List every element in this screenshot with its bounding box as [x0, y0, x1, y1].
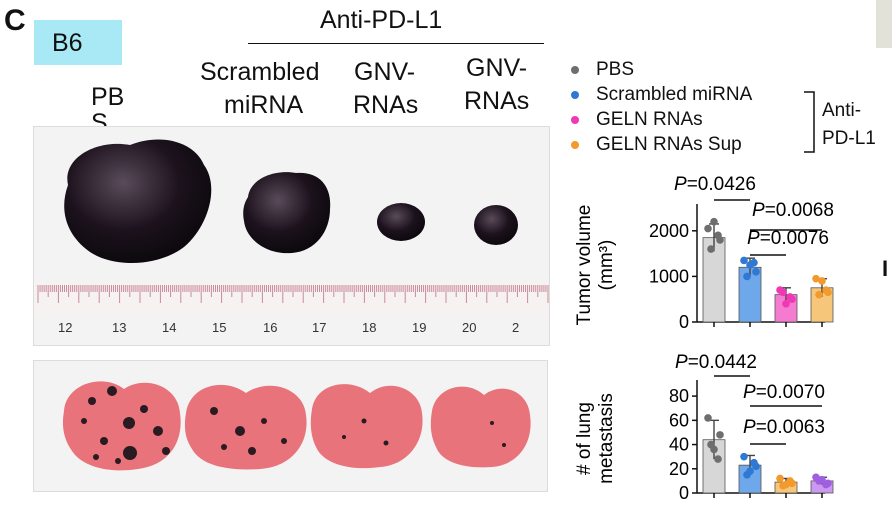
right-edge-letter: I: [882, 256, 889, 281]
y-axis-label-line1: # of lung: [574, 402, 595, 475]
tumor-photo: [33, 126, 550, 346]
group-label-gnv2-line1: GNV-: [466, 54, 528, 82]
data-point: [822, 286, 830, 294]
data-point: [704, 224, 712, 233]
panel-label: C: [4, 4, 26, 37]
legend-marker: [571, 116, 579, 124]
y-tick-label: 1000: [649, 266, 689, 286]
data-point: [815, 290, 823, 299]
ruler-tick-label: 20: [462, 320, 477, 335]
group-label-scrambled-line2: miRNA: [224, 91, 304, 119]
tumor-scrambled: [243, 172, 331, 254]
group-label-pbs: PB S: [91, 84, 125, 128]
data-point: [782, 480, 790, 489]
lung-photo: [33, 360, 548, 492]
ruler-marks: [37, 285, 549, 303]
group-label-gnv1-line1: GNV-: [354, 58, 416, 86]
y-tick-label: 80: [669, 386, 689, 406]
strain-badge-text: B6: [52, 29, 83, 57]
tumor-gnv1: [377, 203, 425, 241]
data-point: [776, 474, 784, 483]
lung-gnv2: [430, 386, 531, 468]
data-point: [710, 217, 718, 226]
legend-label: GELN RNAs: [596, 109, 703, 130]
p-value-label: P=0.0442: [675, 352, 757, 373]
data-point: [818, 277, 826, 285]
data-point: [743, 272, 751, 281]
group-label-gnv2-line2: RNAs: [464, 87, 530, 115]
right-edge-neighbor-panel: [876, 0, 892, 48]
y-tick-label: 40: [669, 435, 689, 455]
p-value-label: P=0.0426: [674, 174, 756, 195]
ruler-tick-label: 17: [312, 320, 327, 335]
legend-marker: [571, 91, 579, 99]
data-point: [740, 452, 748, 461]
data-point: [812, 274, 820, 283]
p-value-label: P=0.0063: [743, 417, 825, 438]
strain-badge: B6: [34, 20, 122, 65]
ruler-tick-label: 15: [212, 320, 227, 335]
data-point: [704, 414, 712, 422]
data-point: [752, 268, 760, 276]
y-tick-label: 20: [669, 459, 689, 479]
y-tick-label: 2000: [649, 221, 689, 241]
data-point: [782, 299, 790, 308]
treatment-header: Anti-PD-L1: [320, 6, 443, 34]
data-point: [746, 467, 754, 475]
data-point: [710, 445, 718, 454]
lung-metastasis-spots: [81, 386, 506, 464]
p-value-label: P=0.0076: [747, 228, 829, 249]
ruler-tick-label: 16: [263, 320, 278, 335]
p-value-label: P=0.0070: [743, 382, 825, 403]
lung-gnv1: [310, 384, 423, 469]
data-point: [714, 455, 722, 463]
legend-label: Scrambled miRNA: [596, 84, 753, 105]
data-point: [746, 261, 754, 269]
data-point: [750, 458, 758, 467]
legend-bracket-label-line2: PD-L1: [822, 128, 876, 149]
group-label-gnv1-line2: RNAs: [353, 91, 419, 119]
data-point: [779, 288, 787, 297]
legend-label: PBS: [596, 59, 635, 80]
y-tick-label: 60: [669, 410, 689, 430]
data-point: [716, 431, 724, 439]
y-tick-label: 0: [679, 312, 689, 332]
y-axis-label-line2: metastasis: [596, 393, 617, 484]
ruler-tick-label: 14: [162, 320, 177, 335]
y-axis-label-line2: (mm³): [596, 240, 617, 291]
group-label-scrambled-line1: Scrambled: [200, 58, 320, 86]
y-tick-label: 0: [679, 483, 689, 503]
ruler-tick-label: 13: [112, 320, 127, 335]
ruler-tick-label: 12: [58, 320, 73, 335]
p-value-label: P=0.0068: [752, 200, 834, 221]
lung-pbs: [62, 381, 181, 471]
lung-photo-drawing: [62, 381, 531, 471]
data-point: [740, 256, 748, 265]
tumor-photo-drawing: [34, 139, 549, 315]
lung-metastasis-chart: # of lung metastasis 0 20 40 60 80 P=0.0442 P=0.…: [574, 352, 834, 503]
data-point: [707, 245, 715, 253]
tumor-gnv2: [474, 205, 518, 245]
legend-marker: [571, 66, 579, 74]
treatment-header-line: [248, 43, 544, 44]
data-point: [714, 231, 722, 240]
data-point: [818, 475, 826, 484]
tumor-volume-chart: Tumor volume (mm³) 0 1000 2000 P=0.0426 P=0.00…: [574, 174, 834, 332]
lung-scrambled: [184, 384, 307, 470]
legend-bracket-label-line1: Anti-: [822, 100, 862, 121]
ruler-tick-label: 2: [512, 320, 520, 335]
legend-label: GELN RNAs Sup: [596, 134, 742, 155]
legend-marker: [571, 141, 579, 149]
ruler-tick-label: 19: [412, 320, 427, 335]
data-point: [786, 293, 794, 301]
legend-bracket: [804, 91, 815, 153]
ruler-tick-label: 18: [362, 320, 377, 335]
y-axis-label-line1: Tumor volume: [574, 205, 595, 326]
tumor-pbs: [64, 139, 212, 264]
